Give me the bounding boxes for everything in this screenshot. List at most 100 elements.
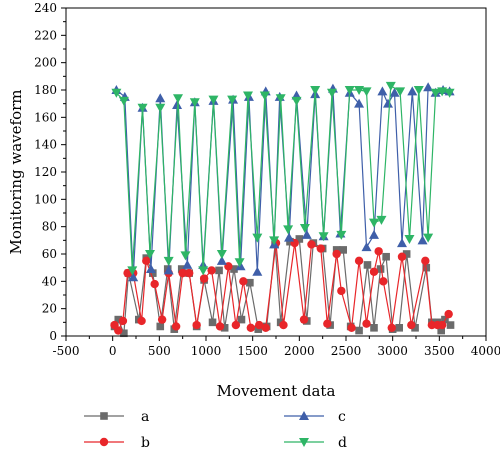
data-point-b xyxy=(231,320,241,330)
data-point-d xyxy=(299,224,310,234)
legend-label-b: b xyxy=(141,435,150,451)
data-point-b xyxy=(118,316,128,326)
data-point-b xyxy=(192,320,201,330)
data-point-d xyxy=(327,88,337,98)
data-point-d xyxy=(243,91,253,101)
data-point-d xyxy=(227,95,238,105)
data-point-b xyxy=(207,266,216,275)
y-tick-label: 180 xyxy=(34,83,57,97)
data-point-d xyxy=(395,87,406,97)
data-point-d xyxy=(413,86,424,95)
data-point-b xyxy=(137,316,146,326)
legend-item-b: b xyxy=(84,435,150,451)
data-point-c xyxy=(182,259,193,269)
y-tick-label: 0 xyxy=(49,329,57,343)
series-layer xyxy=(110,81,455,338)
data-point-b xyxy=(387,323,396,332)
legend-marker-a xyxy=(100,412,108,420)
x-tick-label: 0 xyxy=(109,344,117,358)
y-tick-label: 200 xyxy=(34,56,57,70)
data-point-d xyxy=(252,233,263,243)
y-tick-label: 80 xyxy=(42,220,57,234)
data-point-d xyxy=(275,94,286,104)
data-point-b xyxy=(397,252,407,261)
legend-item-d: d xyxy=(284,435,347,451)
legend-label-d: d xyxy=(338,435,347,451)
data-point-a xyxy=(215,266,223,275)
data-point-a xyxy=(220,324,229,332)
data-point-d xyxy=(198,266,209,276)
data-point-c xyxy=(354,98,365,108)
data-point-b xyxy=(185,268,194,278)
data-point-c xyxy=(361,242,372,252)
data-point-d xyxy=(111,88,122,98)
data-point-a xyxy=(382,252,390,261)
x-tick-label: 3500 xyxy=(424,344,455,358)
data-point-c xyxy=(216,255,227,265)
data-point-b xyxy=(374,247,383,256)
legend-marker-b xyxy=(99,437,109,447)
data-point-d xyxy=(145,250,155,259)
x-tick-label: -500 xyxy=(53,344,80,358)
data-point-b xyxy=(239,277,248,286)
data-point-b xyxy=(369,267,379,276)
data-point-d xyxy=(137,103,148,113)
data-point-a xyxy=(286,237,294,246)
data-point-d xyxy=(259,91,270,101)
data-point-d xyxy=(344,86,355,95)
series-line-d xyxy=(115,85,450,271)
data-point-d xyxy=(376,215,387,225)
data-point-d xyxy=(430,88,441,98)
data-point-d xyxy=(155,103,166,113)
data-point-b xyxy=(114,326,123,335)
data-point-b xyxy=(347,323,356,332)
data-point-b xyxy=(142,256,151,266)
data-point-d xyxy=(208,95,219,105)
data-point-c xyxy=(252,266,263,276)
data-point-d xyxy=(369,218,379,228)
x-tick-label: 2500 xyxy=(331,344,362,358)
data-point-a xyxy=(355,326,363,335)
data-point-d xyxy=(216,250,227,259)
data-point-d xyxy=(163,256,174,266)
data-point-b xyxy=(354,256,364,266)
data-point-a xyxy=(395,324,403,332)
legend-item-a: a xyxy=(84,409,149,425)
data-point-d xyxy=(354,86,365,95)
data-point-c xyxy=(407,86,418,96)
data-point-d xyxy=(404,234,415,244)
data-point-c xyxy=(389,87,400,97)
data-point-a xyxy=(363,261,372,269)
data-point-b xyxy=(307,240,316,249)
y-tick-label: 40 xyxy=(42,274,57,288)
data-point-a xyxy=(246,278,254,287)
data-point-d xyxy=(361,87,372,97)
data-point-b xyxy=(261,323,270,332)
data-point-c xyxy=(397,238,407,248)
data-point-d xyxy=(180,251,191,261)
data-point-b xyxy=(323,319,332,328)
data-point-c xyxy=(284,232,295,242)
data-point-d xyxy=(291,96,302,106)
data-point-d xyxy=(437,87,448,97)
y-tick-label: 140 xyxy=(34,138,57,152)
data-point-b xyxy=(379,277,388,286)
data-point-d xyxy=(234,258,245,268)
legend-marker-d xyxy=(299,438,309,447)
legend-label-a: a xyxy=(141,409,149,425)
y-tick-label: 60 xyxy=(42,247,57,261)
data-point-a xyxy=(149,269,157,277)
data-point-a xyxy=(339,246,347,254)
series-d xyxy=(111,81,455,276)
y-axis-title: Monitoring waveform xyxy=(7,89,25,254)
data-point-b xyxy=(421,256,430,266)
data-point-a xyxy=(230,265,238,273)
series-line-b xyxy=(114,242,450,332)
data-point-c xyxy=(163,265,174,275)
data-point-a xyxy=(411,324,419,332)
data-point-a xyxy=(295,235,304,243)
data-point-b xyxy=(171,322,181,331)
data-point-b xyxy=(279,320,288,330)
